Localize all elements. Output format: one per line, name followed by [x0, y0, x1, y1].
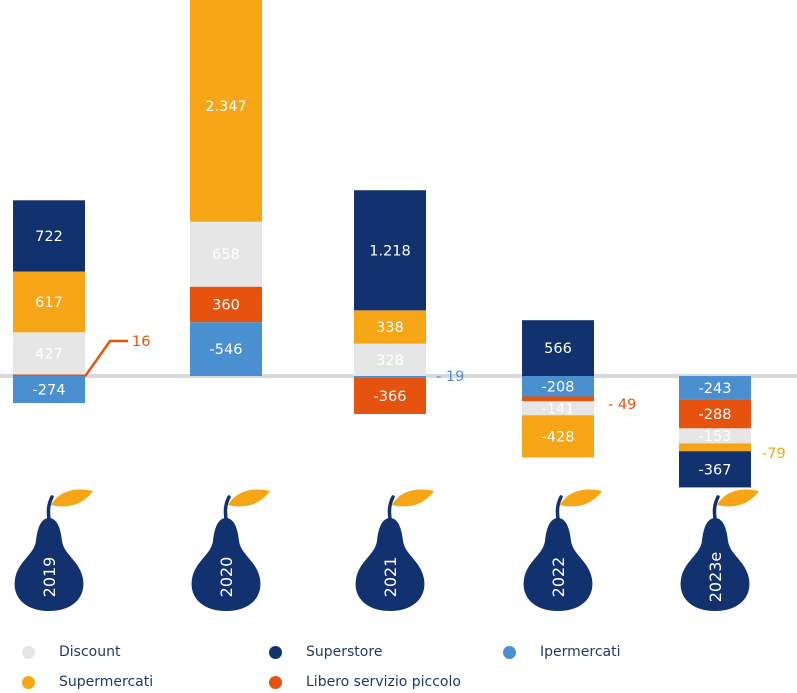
bar-label-supermercati-2021: 338 — [376, 320, 404, 336]
legend-item-supermercati: Supermercati — [22, 671, 153, 693]
bar-label-superstore-2023e: -367 — [699, 462, 732, 478]
bar-label-libero-servizio-piccolo-2021: -366 — [374, 389, 407, 405]
bar-label-ipermercati-2019: -274 — [33, 383, 66, 399]
legend-swatch-superstore — [269, 645, 282, 659]
pear-body-icon — [523, 518, 593, 611]
legend-label-supermercati: Supermercati — [59, 674, 154, 690]
bar-libero-servizio-piccolo-2021 — [354, 377, 426, 414]
bar-ipermercati-2023e — [679, 376, 751, 400]
bar-libero-servizio-piccolo-2019 — [13, 374, 85, 376]
bar-libero-servizio-piccolo-2023e — [679, 399, 751, 429]
bar-label-ipermercati-2023e: -243 — [699, 381, 732, 397]
bar-supermercati-2022 — [522, 415, 594, 458]
bar-ipermercati-2019 — [13, 376, 85, 404]
pear-leaf-icon — [51, 489, 93, 507]
pear-stem-icon — [46, 495, 54, 521]
bar-ipermercati-2020 — [190, 322, 262, 376]
bar-superstore-2022 — [522, 320, 594, 376]
legend-item-libero: Libero servizio piccolo — [269, 671, 461, 693]
year-label-2023e: 2023e — [706, 552, 725, 603]
bar-discount-2021 — [354, 343, 426, 376]
bar-superstore-2019 — [13, 200, 85, 272]
legend-label-libero: Libero servizio piccolo — [306, 674, 461, 690]
bar-label-ipermercati-2020: -546 — [210, 342, 243, 358]
legend-swatch-discount — [22, 645, 35, 659]
pear-leaf-icon — [560, 489, 602, 507]
pear-icon: 2021 — [355, 489, 434, 611]
pear-leaf-icon — [717, 489, 759, 507]
bar-discount-2020 — [190, 221, 262, 287]
pear-icon: 2022 — [523, 489, 602, 611]
legend-swatch-ipermercati — [503, 645, 516, 659]
bar-label-discount-2022: -141 — [542, 401, 575, 417]
legend-item-ipermercati: Ipermercati — [503, 641, 621, 663]
legend: Discount Superstore Ipermercati Supermer… — [0, 638, 797, 690]
pear-body-icon — [680, 518, 750, 611]
callout-ipermercati-2021: - 19 — [436, 369, 464, 385]
legend-swatch-libero — [269, 675, 282, 689]
year-label-2022: 2022 — [549, 557, 568, 598]
bar-label-discount-2019: 427 — [35, 346, 63, 362]
bar-supermercati-2023e — [679, 443, 751, 452]
bar-supermercati-2020 — [190, 0, 262, 222]
bar-discount-2019 — [13, 332, 85, 375]
callout-libero-2019: 16 — [132, 334, 150, 350]
callout-libero-2022: - 49 — [608, 397, 636, 413]
year-label-2021: 2021 — [381, 557, 400, 598]
legend-label-superstore: Superstore — [306, 644, 383, 660]
pear-icon: 2023e — [680, 489, 759, 611]
bar-label-supermercati-2019: 617 — [35, 295, 63, 311]
bar-label-discount-2023e: -153 — [699, 429, 732, 445]
bar-label-libero-servizio-piccolo-2023e: -288 — [699, 407, 732, 423]
bar-label-supermercati-2020: 2.347 — [205, 99, 247, 115]
callout-leader-libero-2019 — [83, 339, 128, 378]
pear-body-icon — [191, 518, 261, 611]
pear-stem-icon — [712, 495, 720, 521]
bar-supermercati-2021 — [354, 310, 426, 344]
bar-label-supermercati-2022: -428 — [542, 429, 575, 445]
pear-body-icon — [14, 518, 84, 611]
bar-label-ipermercati-2022: -208 — [542, 379, 575, 395]
pear-icon: 2020 — [191, 489, 270, 611]
legend-swatch-supermercati — [22, 675, 35, 689]
bar-libero-servizio-piccolo-2022 — [522, 396, 594, 402]
pear-icon: 2019 — [14, 489, 93, 611]
legend-label-ipermercati: Ipermercati — [540, 644, 621, 660]
pear-leaf-icon — [228, 489, 270, 507]
pear-body-icon — [355, 518, 425, 611]
bar-label-discount-2020: 658 — [212, 247, 240, 263]
bar-label-superstore-2021: 1.218 — [369, 243, 411, 259]
bar-label-libero-servizio-piccolo-2020: 360 — [212, 297, 240, 313]
bar-superstore-2021 — [354, 190, 426, 311]
pear-stem-icon — [223, 495, 231, 521]
callout-supermercati-2023e: -79 — [762, 446, 786, 462]
bar-discount-2022 — [522, 401, 594, 416]
bar-ipermercati-2021 — [354, 376, 426, 378]
year-label-2019: 2019 — [40, 557, 59, 598]
legend-item-superstore: Superstore — [269, 641, 382, 663]
bar-discount-2023e — [679, 428, 751, 444]
bar-label-discount-2021: 328 — [376, 353, 404, 369]
bar-superstore-2023e — [679, 451, 751, 488]
pear-leaf-icon — [392, 489, 434, 507]
bar-ipermercati-2022 — [522, 376, 594, 397]
bar-libero-servizio-piccolo-2020 — [190, 286, 262, 323]
pear-stem-icon — [387, 495, 395, 521]
bar-label-superstore-2019: 722 — [35, 229, 63, 245]
bar-label-superstore-2022: 566 — [544, 341, 572, 357]
bar-supermercati-2019 — [13, 271, 85, 333]
legend-label-discount: Discount — [59, 644, 121, 660]
pear-stem-icon — [555, 495, 563, 521]
year-label-2020: 2020 — [217, 557, 236, 598]
legend-item-discount: Discount — [22, 641, 120, 663]
